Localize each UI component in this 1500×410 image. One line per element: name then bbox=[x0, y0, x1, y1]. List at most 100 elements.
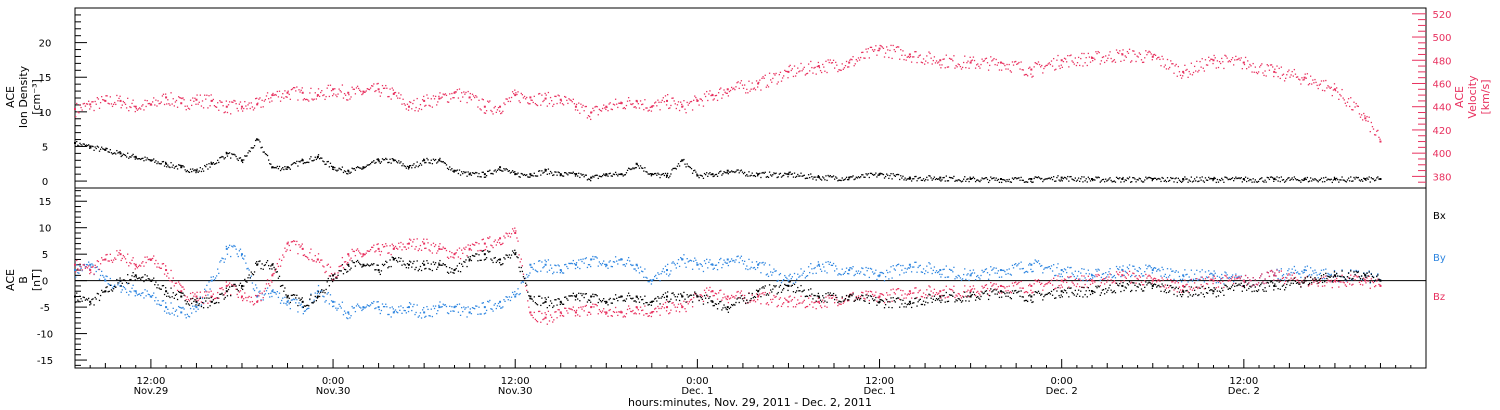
bz-point bbox=[650, 311, 653, 314]
bx-point bbox=[377, 269, 380, 272]
by-point bbox=[848, 269, 851, 272]
bx-point bbox=[1060, 290, 1063, 293]
density-point bbox=[529, 173, 532, 176]
y-tick-label: -10 bbox=[37, 330, 53, 341]
by-point bbox=[559, 269, 562, 272]
x-tick-date-label: Nov.30 bbox=[498, 386, 533, 397]
legend-bx: Bx bbox=[1433, 211, 1446, 222]
bx-point bbox=[240, 284, 243, 287]
by-point bbox=[240, 253, 243, 256]
x-tick-time-label: 12:00 bbox=[1229, 376, 1258, 387]
y2-tick-label: 500 bbox=[1432, 33, 1451, 44]
bz-point bbox=[119, 253, 122, 256]
velocity-point bbox=[195, 98, 198, 101]
bottom-left-axis-label-line1: ACE bbox=[4, 269, 17, 291]
bz-point bbox=[165, 269, 168, 272]
by-point bbox=[407, 306, 410, 309]
bz-cloud bbox=[75, 227, 1381, 325]
y-tick-label: 15 bbox=[39, 73, 52, 84]
top-panel-axes: 0 5 10 15 20 380 400 420 440 460 480 500 520 bbox=[39, 10, 1452, 188]
bx-point bbox=[286, 295, 289, 298]
density-point bbox=[119, 152, 122, 155]
density-cloud bbox=[75, 138, 1381, 184]
bz-point bbox=[134, 263, 137, 266]
density-point bbox=[726, 169, 729, 172]
velocity-point bbox=[392, 92, 395, 95]
by-point bbox=[1151, 269, 1154, 272]
velocity-point bbox=[332, 88, 335, 91]
bz-point bbox=[180, 290, 183, 293]
bx-point bbox=[165, 290, 168, 293]
velocity-point bbox=[529, 96, 532, 99]
density-point bbox=[666, 174, 669, 177]
x-tick-time-label: 12:00 bbox=[136, 376, 165, 387]
bz-point bbox=[1151, 279, 1154, 282]
by-point bbox=[286, 300, 289, 303]
density-point bbox=[605, 173, 608, 176]
density-point bbox=[225, 152, 228, 155]
density-point bbox=[878, 173, 881, 176]
velocity-point bbox=[939, 59, 942, 62]
by-point bbox=[180, 311, 183, 314]
bz-point bbox=[256, 300, 259, 303]
by-point bbox=[134, 290, 137, 293]
velocity-point bbox=[134, 105, 137, 108]
by-point bbox=[817, 263, 820, 266]
density-point bbox=[1212, 178, 1215, 180]
by-point bbox=[666, 269, 669, 272]
density-point bbox=[407, 166, 410, 169]
by-point bbox=[392, 311, 395, 314]
velocity-point bbox=[969, 61, 972, 64]
bottom-panel-axes: -15 -10 -5 0 5 10 15 bbox=[37, 190, 1426, 367]
y2-tick-label: 460 bbox=[1432, 79, 1451, 90]
bz-point bbox=[939, 290, 942, 293]
y-tick-label: 0 bbox=[42, 277, 48, 288]
density-point bbox=[1303, 178, 1306, 180]
bottom-left-axis-label-line3: [nT] bbox=[30, 269, 43, 291]
velocity-cloud bbox=[75, 44, 1381, 140]
by-point bbox=[1060, 269, 1063, 272]
bx-point bbox=[969, 295, 972, 298]
velocity-point bbox=[817, 65, 820, 68]
density-point bbox=[240, 159, 243, 162]
bz-point bbox=[499, 237, 502, 240]
by-point bbox=[438, 306, 441, 309]
density-point bbox=[74, 142, 76, 144]
density-point bbox=[635, 162, 638, 165]
bx-point bbox=[180, 295, 183, 298]
density-point bbox=[134, 155, 137, 158]
x-tick-date-label: Nov.29 bbox=[134, 386, 169, 397]
density-point bbox=[1060, 176, 1063, 179]
velocity-point bbox=[1212, 59, 1215, 62]
bz-point bbox=[74, 263, 76, 266]
density-point bbox=[787, 173, 790, 176]
velocity-point bbox=[89, 103, 92, 106]
velocity-point bbox=[1030, 68, 1033, 71]
density-point bbox=[362, 166, 365, 169]
velocity-point bbox=[1333, 88, 1336, 91]
velocity-point bbox=[240, 105, 243, 108]
velocity-point bbox=[574, 105, 577, 108]
x-tick-time-label: 0:00 bbox=[686, 376, 708, 387]
bx-point bbox=[1182, 290, 1185, 293]
by-point bbox=[1212, 274, 1215, 277]
x-tick-date-label: Dec. 1 bbox=[681, 386, 713, 397]
density-point bbox=[195, 169, 198, 172]
velocity-point bbox=[1060, 59, 1063, 62]
bx-point bbox=[1303, 279, 1306, 282]
by-point bbox=[908, 263, 911, 266]
density-point bbox=[316, 155, 319, 158]
bx-point bbox=[423, 263, 426, 266]
bx-point bbox=[635, 295, 638, 298]
by-point bbox=[757, 263, 760, 266]
by-point bbox=[89, 263, 92, 266]
bz-point bbox=[89, 269, 92, 272]
by-point bbox=[271, 290, 274, 293]
velocity-point bbox=[362, 90, 365, 93]
by-point bbox=[650, 279, 653, 282]
bz-point bbox=[1364, 279, 1367, 282]
velocity-point bbox=[438, 97, 441, 100]
density-point bbox=[1273, 178, 1276, 180]
bz-point bbox=[726, 295, 729, 298]
by-point bbox=[939, 269, 942, 272]
